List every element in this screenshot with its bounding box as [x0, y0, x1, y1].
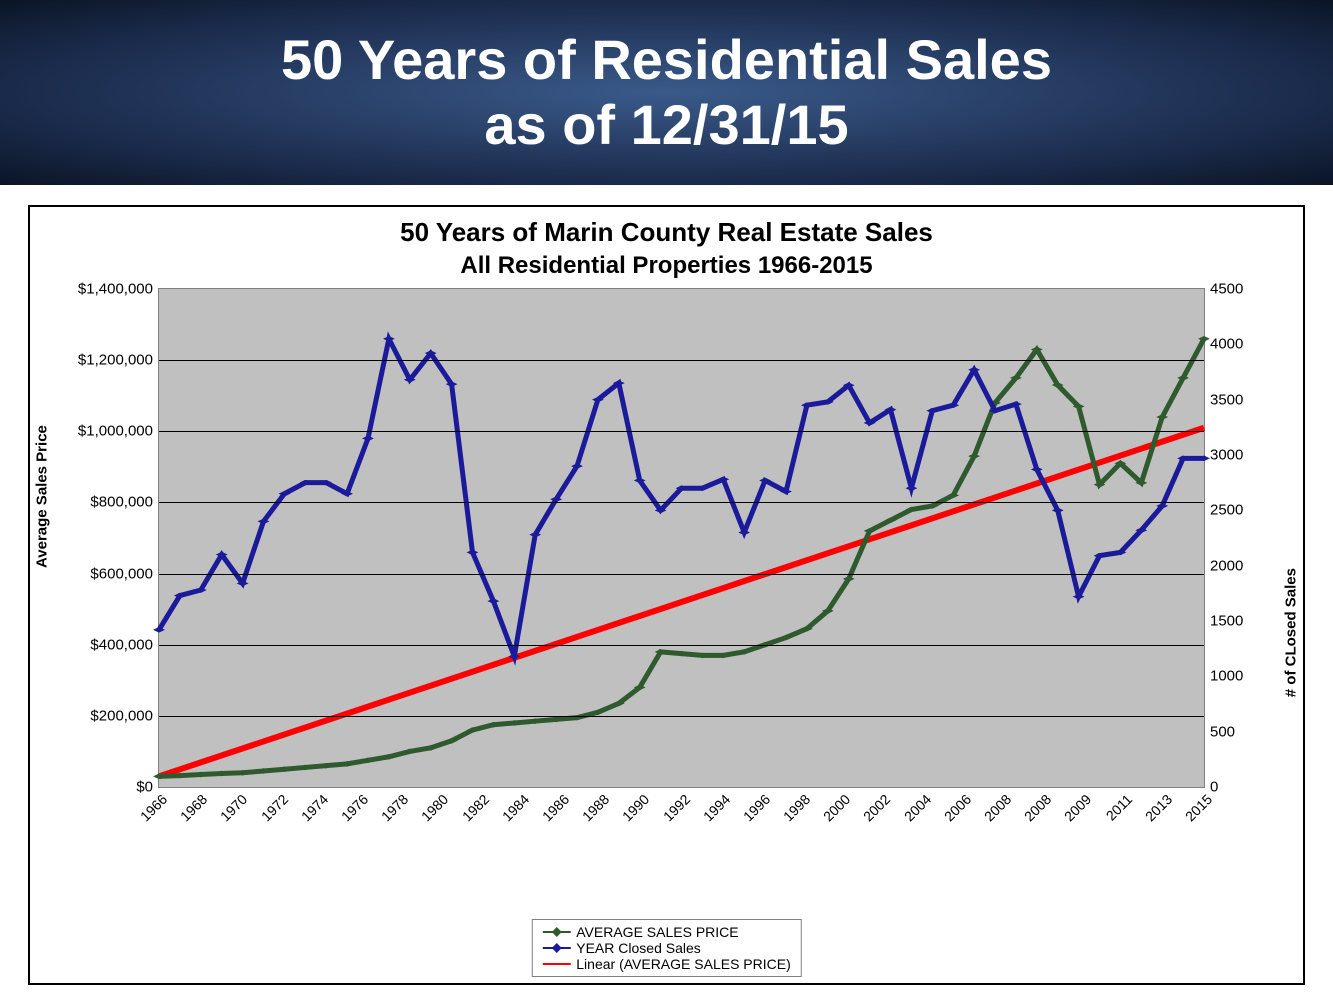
x-tick: 2002: [860, 791, 893, 824]
gridline: [159, 431, 1204, 432]
y-tick-right: 2500: [1210, 502, 1243, 519]
x-tick: 2008: [981, 791, 1014, 824]
y-tick-left: $0: [136, 779, 153, 796]
y-tick-right: 1000: [1210, 668, 1243, 685]
x-tick: 1990: [619, 791, 652, 824]
x-tick: 1970: [217, 791, 250, 824]
x-tick: 1986: [539, 791, 572, 824]
x-tick: 2009: [1061, 791, 1094, 824]
header-line1: 50 Years of Residential Sales: [281, 28, 1052, 92]
x-tick: 1972: [258, 791, 291, 824]
y-tick-right: 2000: [1210, 557, 1243, 574]
legend-label: YEAR Closed Sales: [576, 940, 701, 956]
y-tick-right: 3500: [1210, 391, 1243, 408]
x-tick: 1984: [499, 791, 532, 824]
x-tick: 1996: [740, 791, 773, 824]
gridline: [159, 360, 1204, 361]
plot-wrap: Average Sales Price # of CLosed Sales $0…: [48, 288, 1285, 848]
x-tick: 2004: [901, 791, 934, 824]
slide-header: 50 Years of Residential Sales as of 12/3…: [0, 0, 1333, 185]
x-tick: 2013: [1142, 791, 1175, 824]
y-tick-left: $1,000,000: [78, 423, 153, 440]
y-tick-right: 500: [1210, 723, 1235, 740]
y-tick-left: $200,000: [90, 707, 153, 724]
legend-label: AVERAGE SALES PRICE: [576, 924, 738, 940]
y-tick-left: $600,000: [90, 565, 153, 582]
y-tick-left: $1,200,000: [78, 352, 153, 369]
y-axis-label-right: # of CLosed Sales: [1283, 568, 1300, 697]
x-tick: 2008: [1021, 791, 1054, 824]
gridline: [159, 716, 1204, 717]
y-tick-left: $1,400,000: [78, 281, 153, 298]
plot-area: $0$200,000$400,000$600,000$800,000$1,000…: [158, 288, 1205, 788]
y-axis-label-left: Average Sales Price: [34, 425, 51, 568]
y-tick-right: 4500: [1210, 281, 1243, 298]
y-tick-left: $800,000: [90, 494, 153, 511]
legend-swatch: [542, 963, 570, 965]
x-tick: 1980: [418, 791, 451, 824]
y-tick-left: $400,000: [90, 636, 153, 653]
gridline: [159, 502, 1204, 503]
x-tick: 1974: [298, 791, 331, 824]
x-tick: 1994: [700, 791, 733, 824]
chart-container: 50 Years of Marin County Real Estate Sal…: [28, 205, 1305, 985]
y-tick-right: 3000: [1210, 447, 1243, 464]
x-tick: 1998: [780, 791, 813, 824]
x-tick: 1982: [459, 791, 492, 824]
legend-swatch: [542, 931, 570, 933]
legend-item: YEAR Closed Sales: [542, 940, 790, 956]
x-tick: 1988: [579, 791, 612, 824]
legend: AVERAGE SALES PRICEYEAR Closed SalesLine…: [531, 919, 801, 977]
chart-svg: [159, 289, 1204, 787]
legend-item: Linear (AVERAGE SALES PRICE): [542, 956, 790, 972]
x-tick: 2011: [1102, 791, 1135, 824]
legend-item: AVERAGE SALES PRICE: [542, 924, 790, 940]
header-line2: as of 12/31/15: [484, 93, 848, 157]
chart-title-line2: All Residential Properties 1966-2015: [48, 252, 1285, 280]
y-tick-right: 0: [1210, 779, 1218, 796]
chart-title-line1: 50 Years of Marin County Real Estate Sal…: [48, 217, 1285, 248]
legend-label: Linear (AVERAGE SALES PRICE): [576, 956, 790, 972]
x-tick: 1968: [177, 791, 210, 824]
chart-title: 50 Years of Marin County Real Estate Sal…: [48, 217, 1285, 280]
x-tick: 2015: [1182, 791, 1215, 824]
x-tick: 1976: [338, 791, 371, 824]
x-tick: 2000: [820, 791, 853, 824]
x-tick: 1992: [659, 791, 692, 824]
x-tick: 1966: [137, 791, 170, 824]
x-tick: 1978: [378, 791, 411, 824]
gridline: [159, 645, 1204, 646]
x-tick: 2006: [941, 791, 974, 824]
gridline: [159, 574, 1204, 575]
y-tick-right: 1500: [1210, 613, 1243, 630]
legend-swatch: [542, 947, 570, 949]
y-tick-right: 4000: [1210, 336, 1243, 353]
